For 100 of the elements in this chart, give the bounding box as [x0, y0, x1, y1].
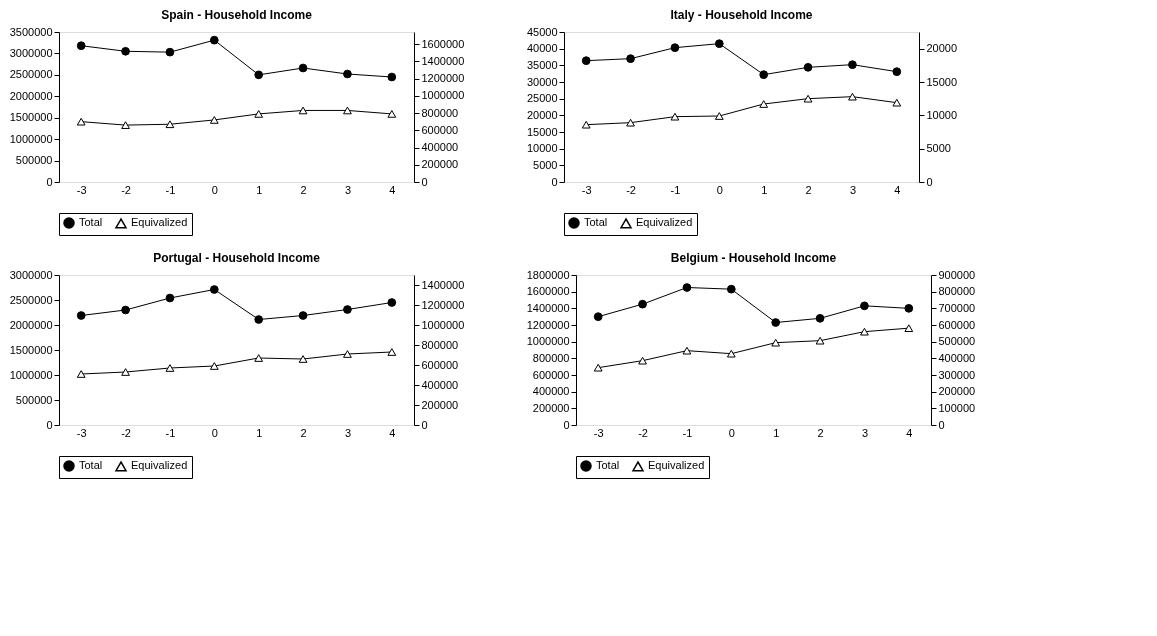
point [387, 72, 397, 82]
x-tick-label: -1 [165, 426, 176, 439]
x-tick-label: 3 [861, 426, 868, 439]
y2-tick-label: 0 [938, 418, 945, 431]
point [815, 313, 825, 323]
point [298, 106, 308, 115]
x-tick-label: 3 [849, 183, 856, 196]
y-tick-label: 2500000 [9, 68, 53, 81]
y-tick-label: 2500000 [9, 293, 53, 306]
point [209, 116, 219, 124]
point [121, 121, 130, 129]
y-tick-label: 20000 [526, 108, 558, 121]
x-tick-label: 2 [300, 183, 307, 196]
x-tick-label: 1 [773, 426, 780, 439]
legend-label: Total [79, 459, 103, 471]
y-tick-label: 500000 [15, 393, 53, 406]
y2-tick-label: 200000 [938, 385, 976, 398]
x-tick-label: -3 [593, 426, 604, 439]
point [726, 284, 736, 294]
point [581, 120, 591, 129]
x-tick-label: 0 [728, 426, 735, 439]
legend-label: Equivalized [636, 216, 693, 229]
point [904, 303, 914, 313]
x-tick-label: -1 [682, 426, 693, 439]
x-tick-label: 4 [906, 426, 913, 439]
point [803, 62, 813, 72]
point [593, 312, 603, 322]
point [815, 336, 825, 345]
y2-tick-label: 1200000 [421, 72, 465, 85]
y2-tick-label: 0 [421, 175, 428, 188]
point [714, 112, 724, 120]
point [387, 110, 397, 118]
point [121, 46, 130, 56]
y2-tick-label: 1400000 [421, 54, 465, 67]
point [892, 67, 902, 77]
point [638, 299, 647, 309]
point [670, 43, 680, 53]
y2-tick-label: 600000 [938, 318, 976, 331]
y-tick-label: 1000000 [9, 132, 53, 145]
point [803, 94, 813, 103]
y2-tick-label: 1000000 [421, 89, 465, 102]
y2-tick-label: 5000 [926, 142, 951, 155]
y2-tick-label: 0 [421, 418, 428, 431]
point [254, 315, 264, 324]
y2-tick-label: 15000 [926, 75, 958, 88]
point [638, 356, 647, 365]
y-tick-label: 1200000 [526, 318, 570, 331]
point [848, 92, 857, 101]
x-tick-label: 3 [344, 183, 351, 196]
chart-title: Spain - Household Income [161, 8, 313, 22]
point [76, 41, 86, 51]
legend-label: Equivalized [131, 216, 188, 229]
legend-label: Equivalized [648, 459, 705, 472]
y2-tick-label: 700000 [938, 301, 976, 314]
y-tick-label: 600000 [532, 368, 570, 381]
y-tick-label: 3500000 [9, 25, 53, 38]
y-tick-label: 15000 [526, 125, 558, 138]
point [165, 293, 175, 303]
y2-tick-label: 200000 [421, 398, 459, 411]
legend-label: Equivalized [131, 459, 188, 472]
x-tick-label: 2 [300, 426, 307, 439]
point [343, 305, 352, 314]
point [165, 47, 175, 57]
point [726, 349, 736, 358]
y-tick-label: 1400000 [526, 301, 570, 314]
x-tick-label: -3 [76, 183, 87, 196]
point [387, 348, 397, 356]
y-tick-label: 1500000 [9, 343, 53, 356]
x-tick-label: 3 [344, 426, 351, 439]
point [121, 305, 130, 315]
y2-tick-label: 0 [926, 175, 933, 188]
y2-tick-label: 800000 [421, 106, 459, 119]
y2-tick-label: 600000 [421, 123, 459, 136]
point [209, 362, 219, 370]
point [593, 363, 603, 372]
point [759, 100, 769, 108]
y2-tick-label: 800000 [938, 285, 976, 298]
x-tick-label: 0 [211, 426, 218, 439]
x-tick-label: 0 [716, 183, 723, 196]
x-tick-label: -2 [626, 183, 636, 196]
y2-tick-label: 10000 [926, 108, 958, 121]
point [759, 70, 769, 80]
y2-tick-label: 400000 [421, 141, 459, 154]
point [165, 120, 175, 129]
x-tick-label: 4 [894, 183, 901, 196]
y2-tick-label: 400000 [938, 351, 976, 364]
y2-tick-label: 400000 [421, 378, 459, 391]
point [76, 311, 86, 320]
y-tick-label: 30000 [526, 75, 558, 88]
point [209, 285, 219, 294]
point [848, 60, 857, 70]
x-tick-label: -3 [581, 183, 592, 196]
y-tick-label: 200000 [532, 401, 570, 414]
point [682, 346, 692, 355]
y-tick-label: 800000 [532, 351, 570, 364]
legend-label: Total [596, 459, 620, 471]
y2-tick-label: 100000 [938, 401, 976, 414]
y-tick-label: 0 [563, 418, 570, 431]
x-tick-label: -2 [638, 426, 648, 439]
y-tick-label: 0 [551, 175, 558, 188]
